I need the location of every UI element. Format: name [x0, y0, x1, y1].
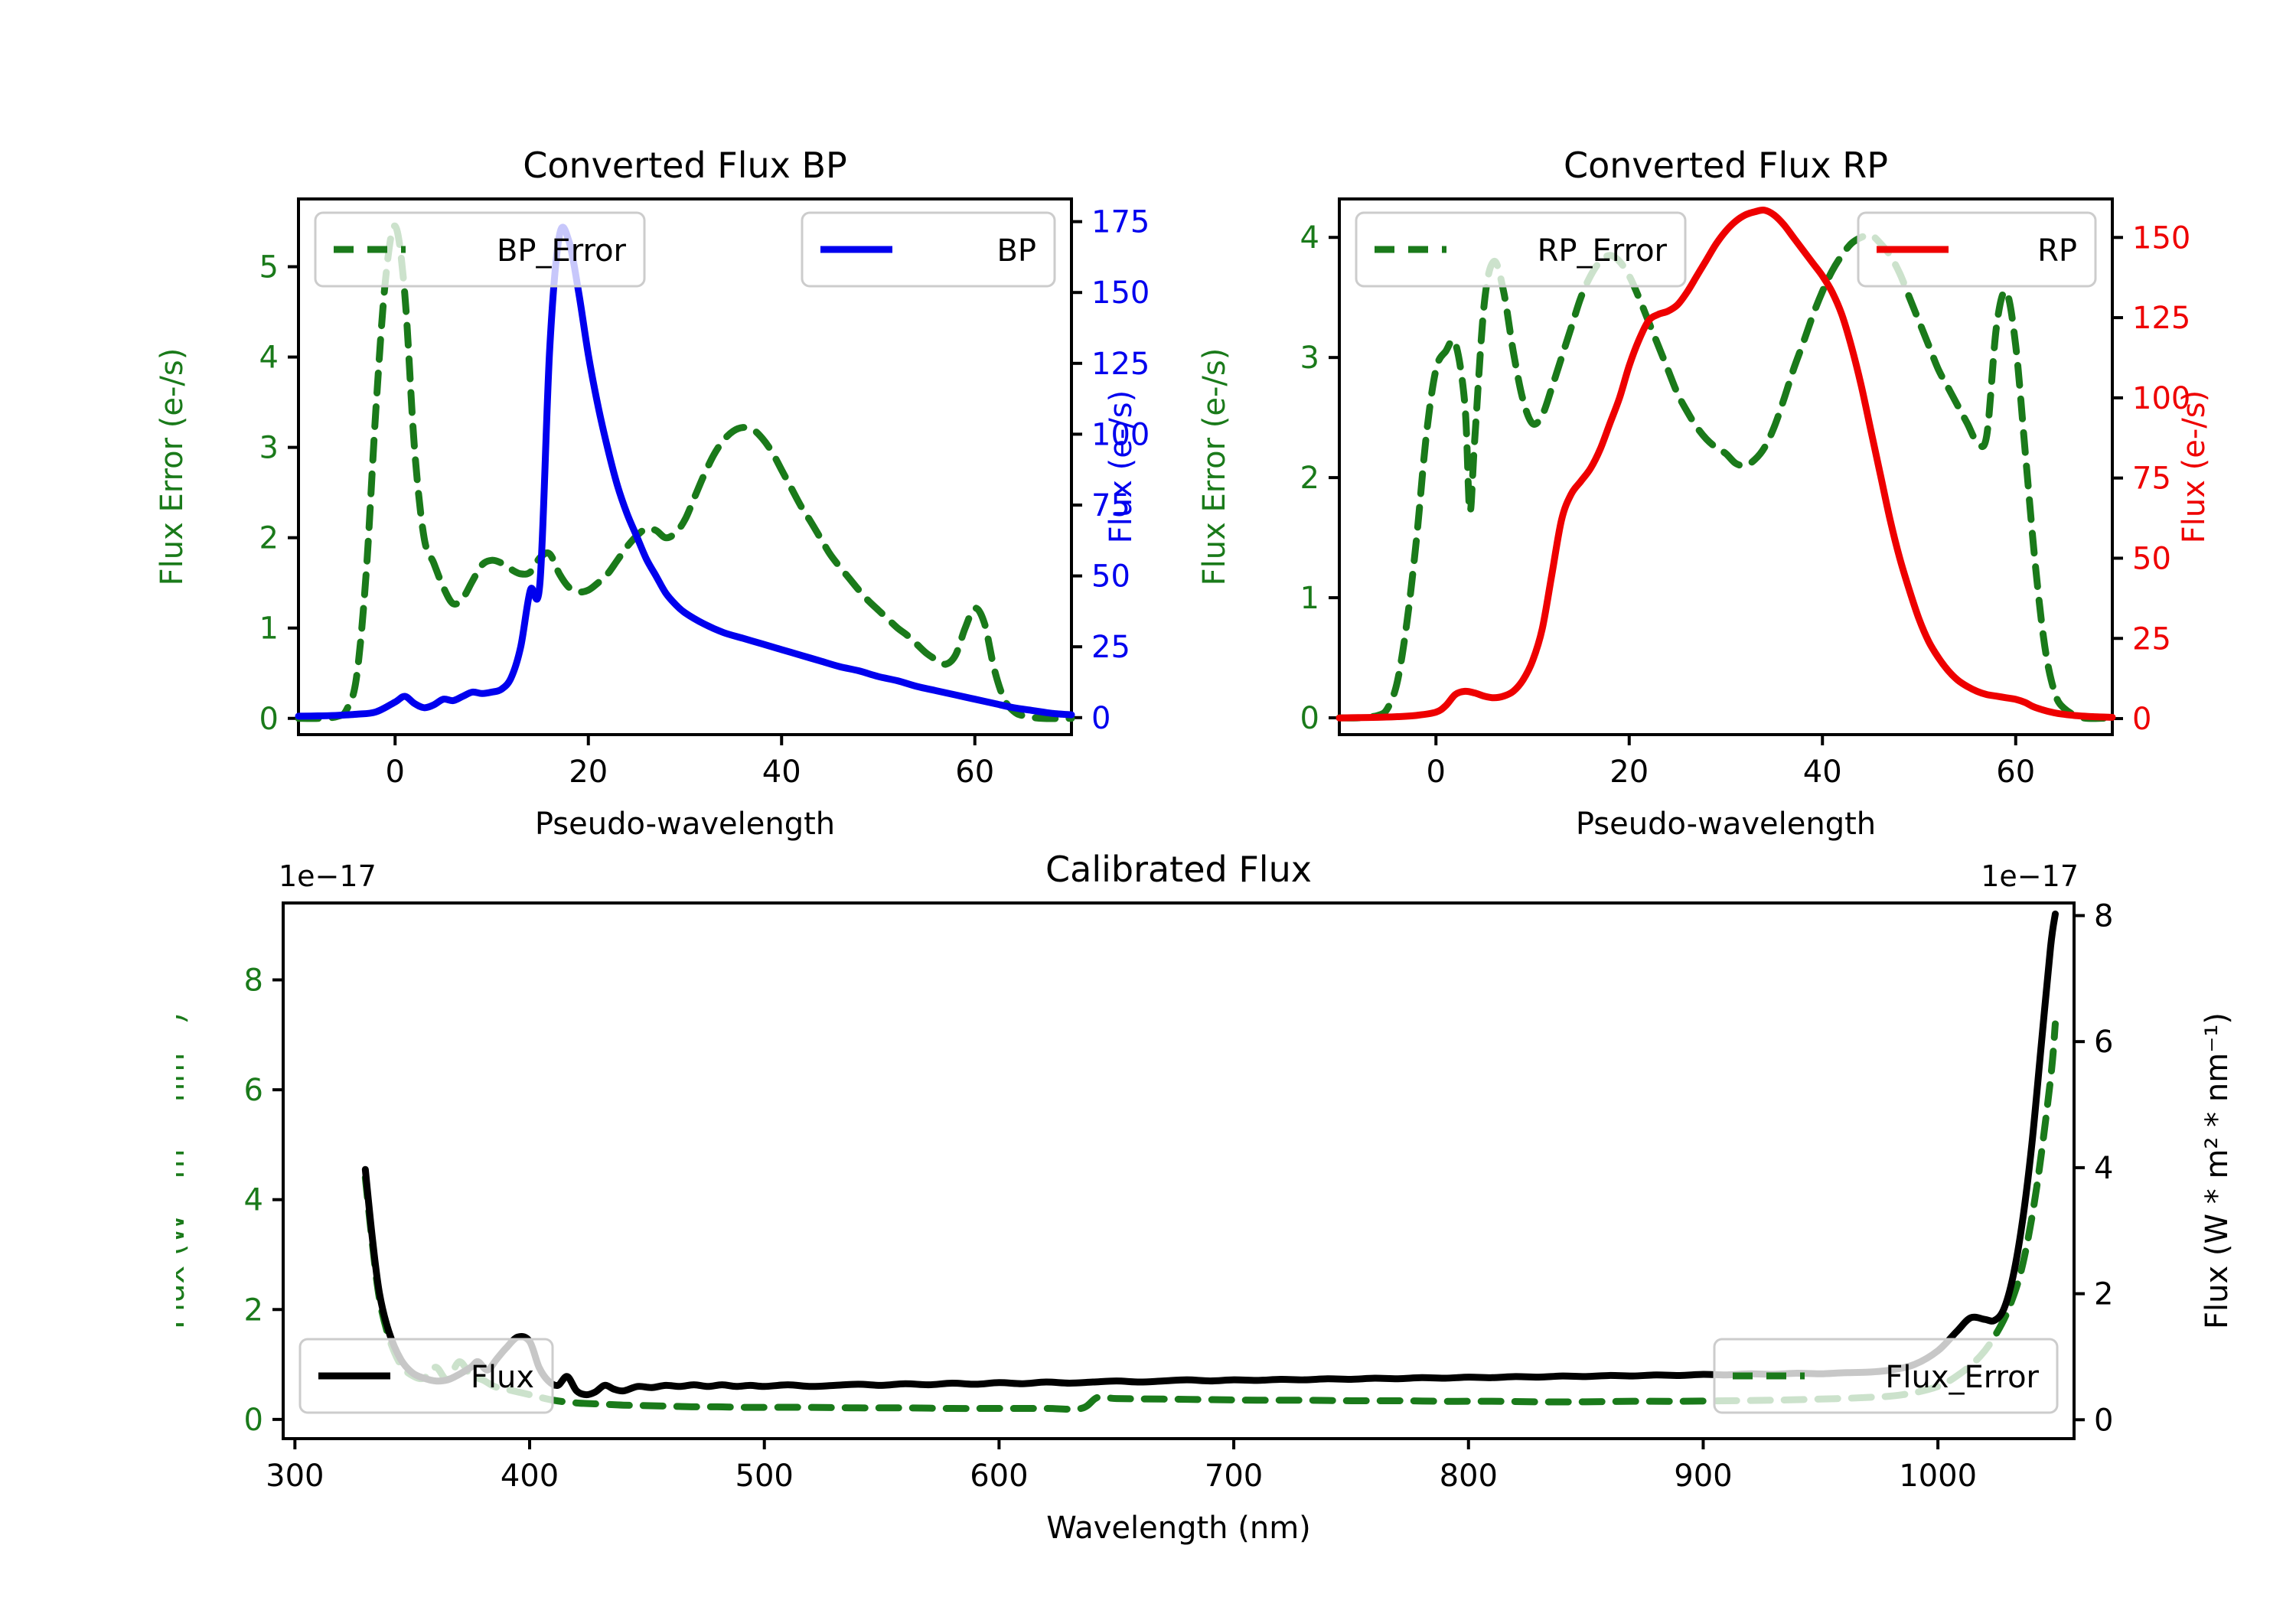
legend-rp-error: RP_Error	[1355, 211, 1687, 288]
legend-flux-error: Flux_Error	[1713, 1338, 2059, 1414]
series-rp	[1336, 207, 2116, 722]
x-tick-label: 400	[501, 1459, 559, 1494]
y-axis-label-right: Flux (e-/s)	[1104, 390, 1139, 543]
x-tick-label: 0	[386, 755, 405, 790]
panel-title: Converted Flux BP	[523, 145, 847, 186]
y-tick-label-right: 100	[2132, 381, 2190, 416]
y-tick-label-right: 125	[2132, 301, 2190, 336]
legend-flux-error-label: Flux_Error	[1885, 1360, 2039, 1395]
y-tick-label-left: 4	[259, 341, 279, 376]
y-tick-label-right: 8	[2094, 898, 2113, 934]
series-bp-error	[295, 222, 1075, 722]
plot-frame	[1338, 197, 2114, 736]
y-axis-label-right: Flux (e-/s)	[2177, 390, 2212, 543]
y-tick-label-left: 4	[1300, 220, 1319, 256]
legend-bp-error: BP_Error	[314, 211, 646, 288]
legend-rp-box	[1857, 211, 2097, 288]
y-tick-label-right: 150	[2132, 220, 2190, 256]
legend-rp-label: RP	[2037, 233, 2077, 269]
y-offset-left: 1e−17	[279, 859, 377, 893]
x-axis-label: Wavelength (nm)	[1046, 1511, 1311, 1546]
y-tick-label-right: 50	[2132, 541, 2171, 576]
y-tick-label-right: 2	[2094, 1277, 2113, 1312]
x-tick-label: 900	[1674, 1459, 1732, 1494]
x-tick-label: 40	[1803, 755, 1842, 790]
y-tick-label-left: 1	[259, 611, 279, 647]
x-tick-label: 0	[1427, 755, 1446, 790]
legend-flux-label: Flux	[471, 1360, 534, 1395]
panel-title: Converted Flux RP	[1564, 145, 1888, 186]
legend-bp-label: BP	[996, 233, 1036, 269]
panel-calibrated-flux: Calibrated Flux 300 400 500 600 700 800 900 1000…	[176, 834, 2258, 1584]
y-axis-label-right: Flux (W * m² * nm⁻¹)	[2200, 1012, 2235, 1329]
panel-title: Calibrated Flux	[1045, 849, 1312, 890]
x-tick-label: 600	[970, 1459, 1028, 1494]
legend-rp-error-label: RP_Error	[1538, 233, 1668, 269]
y-tick-label-left: 0	[1300, 701, 1319, 736]
y-tick-label-right: 25	[2132, 621, 2171, 657]
x-tick-label: 800	[1440, 1459, 1498, 1494]
y-tick-label-right: 0	[2132, 702, 2151, 737]
x-tick-label: 500	[735, 1459, 794, 1494]
x-tick-label: 20	[569, 755, 608, 790]
legend-bp-box	[801, 211, 1056, 288]
x-tick-label: 60	[955, 755, 994, 790]
y-tick-label-left: 3	[1300, 341, 1319, 376]
y-tick-label-right: 50	[1091, 559, 1130, 595]
y-tick-label-left: 2	[244, 1292, 263, 1328]
y-axis-label-left: Flux (W * m² * nm⁻¹)	[176, 1012, 191, 1329]
legend-bp-error-box	[314, 211, 646, 288]
y-tick-label-left: 1	[1300, 581, 1319, 616]
series-rp-error	[1336, 231, 2116, 722]
y-tick-label-right: 4	[2094, 1151, 2113, 1186]
legend-flux-box	[298, 1338, 554, 1414]
y-tick-label-right: 175	[1091, 205, 1148, 240]
legend-bp: BP	[801, 211, 1056, 288]
y-tick-label-left: 2	[259, 521, 279, 556]
y-tick-label-left: 2	[1300, 461, 1319, 496]
plot-frame	[282, 901, 2076, 1440]
x-axis-label: Pseudo-wavelength	[1576, 807, 1876, 842]
y-tick-label-left: 6	[244, 1073, 263, 1108]
y-tick-label-right: 150	[1091, 275, 1148, 311]
y-tick-label-right: 25	[1091, 630, 1130, 665]
y-axis-label-left: Flux Error (e-/s)	[1197, 348, 1232, 586]
legend-rp-error-box	[1355, 211, 1687, 288]
x-tick-label: 60	[1996, 755, 2035, 790]
y-axis-label-left: Flux Error (e-/s)	[155, 348, 190, 586]
y-tick-label-right: 0	[1091, 701, 1110, 736]
legend-flux-error-box	[1713, 1338, 2059, 1414]
x-tick-label: 700	[1205, 1459, 1263, 1494]
x-tick-label: 300	[266, 1459, 324, 1494]
plot-frame	[297, 197, 1073, 736]
y-tick-label-right: 75	[2132, 461, 2171, 497]
x-tick-label: 40	[762, 755, 801, 790]
y-tick-label-right: 100	[1091, 417, 1148, 452]
x-tick-label: 20	[1609, 755, 1649, 790]
y-tick-label-left: 5	[259, 250, 279, 285]
y-tick-label-right: 125	[1091, 347, 1148, 382]
y-tick-label-right: 0	[2094, 1403, 2113, 1438]
y-tick-label-right: 75	[1091, 488, 1130, 523]
x-tick-label: 1000	[1899, 1459, 1977, 1494]
legend-bp-error-label: BP_Error	[497, 233, 627, 269]
y-tick-label-left: 3	[259, 431, 279, 466]
y-tick-label-left: 4	[244, 1183, 263, 1218]
legend-flux: Flux	[298, 1338, 554, 1414]
y-offset-right: 1e−17	[1981, 859, 2079, 893]
legend-rp: RP	[1857, 211, 2097, 288]
x-axis-label: Pseudo-wavelength	[535, 807, 835, 842]
y-tick-label-right: 6	[2094, 1025, 2113, 1060]
y-tick-label-left: 0	[259, 702, 279, 737]
panel-converted-flux-rp: Converted Flux RP 0 20 40 60 0 1 2 3 4 0 25 50 75 100 1…	[1194, 92, 2250, 895]
y-tick-label-left: 0	[244, 1403, 263, 1438]
series-flux	[361, 910, 2059, 1399]
panel-converted-flux-bp: Converted Flux BP 0 20 40 60 0 1 2 3 4 5 0 25 50 75 100…	[92, 92, 1148, 895]
series-bp	[295, 223, 1075, 720]
y-tick-label-left: 8	[244, 963, 263, 999]
